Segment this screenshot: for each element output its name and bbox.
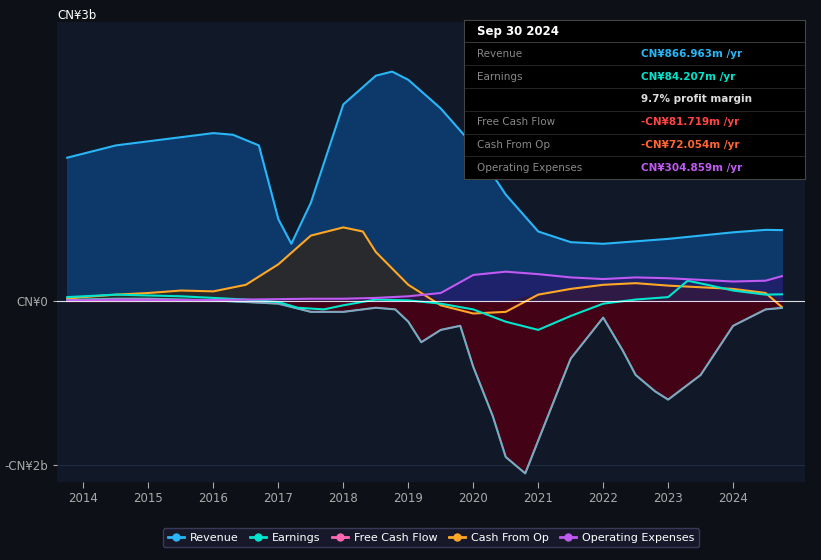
Text: CN¥866.963m /yr: CN¥866.963m /yr bbox=[641, 49, 742, 59]
Text: Cash From Op: Cash From Op bbox=[478, 140, 551, 150]
Text: 9.7% profit margin: 9.7% profit margin bbox=[641, 95, 752, 104]
Text: -CN¥81.719m /yr: -CN¥81.719m /yr bbox=[641, 117, 739, 127]
Text: CN¥304.859m /yr: CN¥304.859m /yr bbox=[641, 163, 742, 173]
Text: CN¥84.207m /yr: CN¥84.207m /yr bbox=[641, 72, 736, 82]
Text: Sep 30 2024: Sep 30 2024 bbox=[478, 25, 559, 38]
Text: CN¥3b: CN¥3b bbox=[57, 10, 97, 22]
Text: Operating Expenses: Operating Expenses bbox=[478, 163, 583, 173]
Legend: Revenue, Earnings, Free Cash Flow, Cash From Op, Operating Expenses: Revenue, Earnings, Free Cash Flow, Cash … bbox=[163, 528, 699, 547]
Text: -CN¥72.054m /yr: -CN¥72.054m /yr bbox=[641, 140, 740, 150]
Text: Earnings: Earnings bbox=[478, 72, 523, 82]
Text: Revenue: Revenue bbox=[478, 49, 523, 59]
Text: Free Cash Flow: Free Cash Flow bbox=[478, 117, 556, 127]
